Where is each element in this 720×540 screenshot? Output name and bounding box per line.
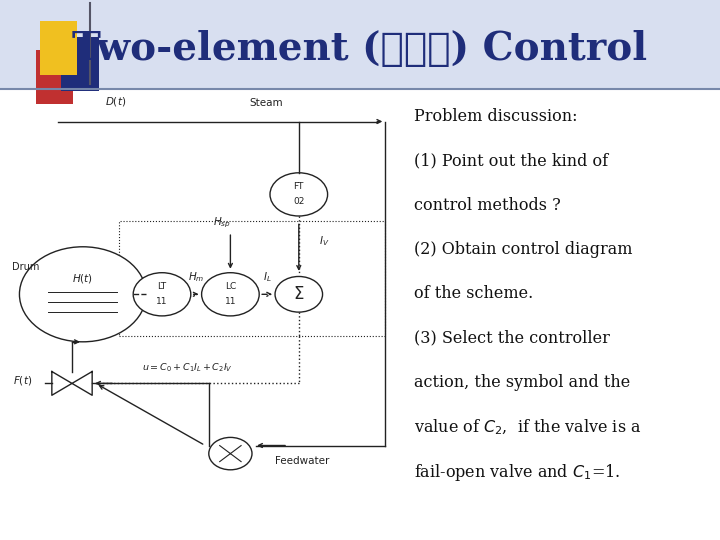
Text: LT: LT bbox=[158, 282, 166, 291]
Circle shape bbox=[270, 173, 328, 216]
Circle shape bbox=[209, 437, 252, 470]
Bar bbox=[61, 37, 99, 91]
Text: $\Sigma$: $\Sigma$ bbox=[293, 285, 305, 303]
Text: (3) Select the controller: (3) Select the controller bbox=[414, 329, 610, 346]
Text: Drum: Drum bbox=[12, 262, 40, 272]
Bar bbox=[36, 50, 73, 104]
Text: $D(t)$: $D(t)$ bbox=[104, 95, 126, 108]
Bar bbox=[0, 89, 720, 540]
Text: action, the symbol and the: action, the symbol and the bbox=[414, 374, 630, 390]
Text: $u = C_0 + C_1 I_L + C_2 I_V$: $u = C_0 + C_1 I_L + C_2 I_V$ bbox=[142, 361, 233, 374]
Circle shape bbox=[275, 276, 323, 312]
Bar bbox=[40, 21, 77, 75]
Text: (1) Point out the kind of: (1) Point out the kind of bbox=[414, 152, 608, 169]
Text: LC: LC bbox=[225, 282, 236, 291]
Text: 11: 11 bbox=[156, 298, 168, 306]
Bar bbox=[0, 0, 720, 89]
Text: $H(t)$: $H(t)$ bbox=[72, 272, 94, 285]
Text: Steam: Steam bbox=[250, 98, 283, 108]
Circle shape bbox=[133, 273, 191, 316]
Text: 11: 11 bbox=[225, 298, 236, 306]
Text: $I_V$: $I_V$ bbox=[319, 234, 329, 248]
Circle shape bbox=[202, 273, 259, 316]
Circle shape bbox=[19, 247, 146, 342]
Text: Problem discussion:: Problem discussion: bbox=[414, 108, 577, 125]
Text: (2) Obtain control diagram: (2) Obtain control diagram bbox=[414, 241, 632, 258]
Text: 02: 02 bbox=[293, 198, 305, 206]
Text: Feedwater: Feedwater bbox=[275, 456, 330, 467]
Text: of the scheme.: of the scheme. bbox=[414, 285, 534, 302]
Text: fail-open valve and $C_1$=1.: fail-open valve and $C_1$=1. bbox=[414, 462, 620, 483]
Text: $H_{sp}$: $H_{sp}$ bbox=[213, 215, 230, 230]
Text: Two-element (双冲量) Control: Two-element (双冲量) Control bbox=[73, 30, 647, 68]
Text: control methods ?: control methods ? bbox=[414, 197, 561, 213]
Text: $H_m$: $H_m$ bbox=[188, 269, 204, 284]
Text: FT: FT bbox=[294, 183, 304, 191]
Text: $F(t)$: $F(t)$ bbox=[14, 374, 32, 387]
Text: value of $C_2$,  if the valve is a: value of $C_2$, if the valve is a bbox=[414, 418, 642, 437]
Text: $I_L$: $I_L$ bbox=[263, 269, 271, 284]
